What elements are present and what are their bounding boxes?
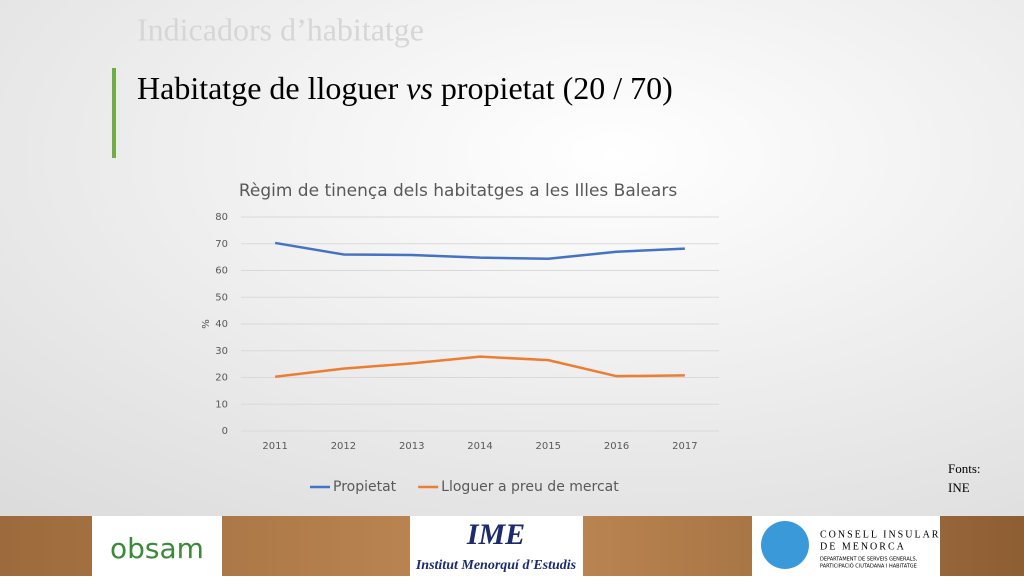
logo-cim: CONSELL INSULAR [820,529,940,540]
x-tick-label: 2012 [331,441,356,452]
y-tick-label: 30 [215,346,228,357]
legend-label: Propietat [333,479,397,495]
y-tick-label: 0 [222,426,228,437]
x-tick-label: 2014 [467,441,492,452]
logo-ime: IME [466,518,525,551]
y-tick-label: 20 [215,373,228,384]
logo-ime-caption: Institut Menorquí d'Estudis [415,558,577,573]
logo-cim-dept: DEPARTAMENT DE SERVEIS GENERALS, [820,557,918,563]
logo-box [92,516,222,576]
logo-cim: DE MENORCA [820,541,906,552]
section-title: Indicadors d’habitatge [137,11,424,47]
logo-obsam: obsam [110,532,204,565]
y-tick-label: 10 [215,399,228,410]
accent-bar [112,68,116,158]
plot: 0 10 20 30 40 50 60 70 80 2011 2012 2013 2014 2015 201… [215,212,719,495]
y-tick-label: 80 [215,212,228,223]
slide-title: Habitatge de lloguer vs propietat (20 / … [137,70,673,106]
y-tick-label: 70 [215,239,228,250]
logo-cim-dept: PARTICIPACIÓ CIUTADANA I HABITATGE [820,563,917,570]
y-tick-label: 50 [215,292,228,303]
series-line [274,241,685,260]
logo-emblem [761,521,809,569]
x-tick-label: 2017 [672,441,697,452]
logo-box [410,516,583,576]
x-tick-label: 2013 [399,441,424,452]
sources-value: INE [948,480,970,495]
series-line [274,355,685,378]
x-tick-label: 2015 [536,441,561,452]
x-tick-label: 2016 [604,441,629,452]
y-tick-label: 60 [215,266,228,277]
chart-title: Règim de tinença dels habitatges a les I… [239,181,678,201]
y-axis-label: % [201,319,212,329]
y-tick-label: 40 [215,319,228,330]
x-tick-label: 2011 [262,441,287,452]
legend-label: Lloguer a preu de mercat [441,479,619,495]
sources-label: Fonts: [948,461,981,476]
